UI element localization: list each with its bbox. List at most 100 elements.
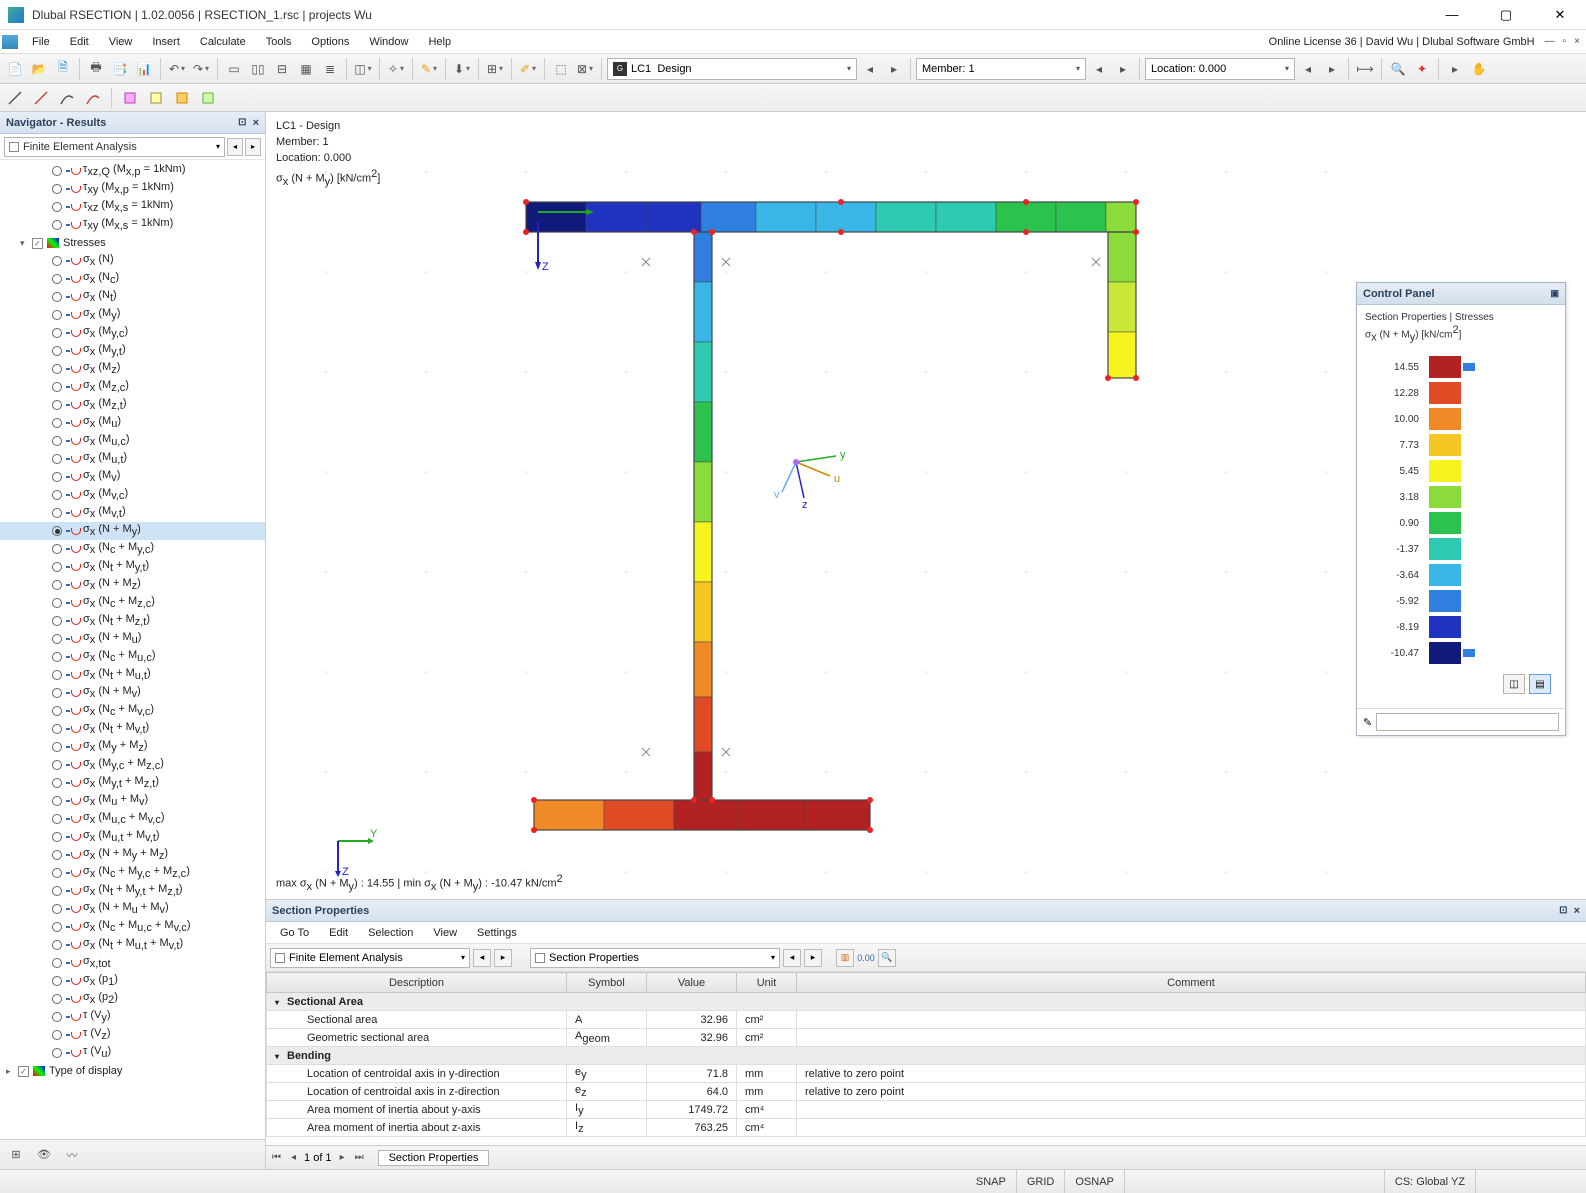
menu-insert[interactable]: Insert bbox=[142, 34, 190, 50]
tree-item[interactable]: σx (N + My + Mz) bbox=[0, 846, 265, 864]
menu-options[interactable]: Options bbox=[301, 34, 359, 50]
cp-btn1[interactable]: ◫ bbox=[1503, 674, 1525, 694]
footer-btn2[interactable]: 👁 bbox=[34, 1145, 54, 1165]
status-osnap[interactable]: OSNAP bbox=[1065, 1170, 1125, 1193]
tree-item[interactable]: σx (My) bbox=[0, 306, 265, 324]
sp-prev2[interactable]: ◂ bbox=[783, 949, 801, 967]
sp-combo1[interactable]: Finite Element Analysis▾ bbox=[270, 948, 470, 968]
rotate-button[interactable]: ✦ bbox=[1411, 58, 1433, 80]
open-button[interactable]: 📂 bbox=[28, 58, 50, 80]
minimize-button[interactable]: — bbox=[1434, 3, 1470, 27]
footer-btn1[interactable]: ⊞ bbox=[6, 1145, 26, 1165]
sp-menu-selection[interactable]: Selection bbox=[358, 925, 423, 941]
view-yz-button[interactable]: ▸ bbox=[1444, 58, 1466, 80]
tree-stresses-head[interactable]: ▾✓Stresses bbox=[0, 234, 265, 252]
single-view-button[interactable]: ▭ bbox=[223, 58, 245, 80]
zoom-button[interactable]: 🔍 bbox=[1387, 58, 1409, 80]
tree-item[interactable]: σx (Mu,t + Mv,t) bbox=[0, 828, 265, 846]
sp-decimals[interactable]: 0.00 bbox=[857, 949, 875, 967]
cp-input[interactable] bbox=[1376, 713, 1559, 731]
tree-item[interactable]: τxz (Mx,s = 1kNm) bbox=[0, 198, 265, 216]
tree-item[interactable]: σx (Nt + Mz,t) bbox=[0, 612, 265, 630]
pg-first[interactable]: ⏮ bbox=[270, 1152, 283, 1163]
member-combo[interactable]: Member: 1▾ bbox=[916, 58, 1086, 80]
menu-calculate[interactable]: Calculate bbox=[190, 34, 256, 50]
print-button[interactable]: 🖶 bbox=[85, 58, 107, 80]
split-h-button[interactable]: ▯▯ bbox=[247, 58, 269, 80]
draw-line[interactable] bbox=[4, 87, 26, 109]
nav-close-icon[interactable]: × bbox=[253, 117, 259, 129]
location-combo[interactable]: Location: 0.000▾ bbox=[1145, 58, 1295, 80]
tree-item[interactable]: σx (Nt + My,t + Mz,t) bbox=[0, 882, 265, 900]
tree-item[interactable]: σx (Nt + Mv,t) bbox=[0, 720, 265, 738]
tree-item[interactable]: τ (Vy) bbox=[0, 1008, 265, 1026]
tree-display-head[interactable]: ▸✓Type of display bbox=[0, 1062, 265, 1080]
status-grid[interactable]: GRID bbox=[1017, 1170, 1066, 1193]
new-button[interactable]: 📄 bbox=[4, 58, 26, 80]
draw-element2[interactable] bbox=[145, 87, 167, 109]
tree-item[interactable]: σx (N + Mu + Mv) bbox=[0, 900, 265, 918]
tree-item[interactable]: σx (Mv,c) bbox=[0, 486, 265, 504]
nav-pin-icon[interactable]: ⊡ bbox=[238, 117, 246, 128]
analysis-combo[interactable]: Finite Element Analysis ▾ bbox=[4, 137, 225, 157]
sp-menu-goto[interactable]: Go To bbox=[270, 925, 319, 941]
doc-close[interactable]: × bbox=[1570, 36, 1584, 47]
tree-item[interactable]: σx (Mz) bbox=[0, 360, 265, 378]
results-button[interactable]: ▦ bbox=[295, 58, 317, 80]
tree-item[interactable]: σx (p2) bbox=[0, 990, 265, 1008]
tool1-button[interactable]: ✧ bbox=[385, 58, 407, 80]
tool7-button[interactable]: ⊠ bbox=[574, 58, 596, 80]
tree-item[interactable]: σx (Mu,c + Mv,c) bbox=[0, 810, 265, 828]
sp-next2[interactable]: ▸ bbox=[804, 949, 822, 967]
tree-item[interactable]: σx (My,t + Mz,t) bbox=[0, 774, 265, 792]
cp-btn2[interactable]: ▤ bbox=[1529, 674, 1551, 694]
tree-item[interactable]: σx (Nc + Mu,c + Mv,c) bbox=[0, 918, 265, 936]
split-v-button[interactable]: ⊟ bbox=[271, 58, 293, 80]
tree-item[interactable]: τxy (Mx,s = 1kNm) bbox=[0, 216, 265, 234]
tree-item[interactable]: σx (Nc + My,c + Mz,c) bbox=[0, 864, 265, 882]
tree-item[interactable]: σx (Nc + Mz,c) bbox=[0, 594, 265, 612]
graphic-button[interactable]: 📊 bbox=[133, 58, 155, 80]
tables-button[interactable]: ≣ bbox=[319, 58, 341, 80]
tree-item[interactable]: σx (Mu,c) bbox=[0, 432, 265, 450]
menu-tools[interactable]: Tools bbox=[256, 34, 302, 50]
doc-minimize[interactable]: — bbox=[1541, 36, 1559, 47]
tree-item[interactable]: σx (p1) bbox=[0, 972, 265, 990]
nav-prev[interactable]: ◂ bbox=[227, 138, 243, 156]
tool4-button[interactable]: ⊞ bbox=[484, 58, 506, 80]
measure-button[interactable]: ⟼ bbox=[1354, 58, 1376, 80]
tree-item[interactable]: σx (Mu + Mv) bbox=[0, 792, 265, 810]
sp-next1[interactable]: ▸ bbox=[494, 949, 512, 967]
tree-item[interactable]: σx (Nc + Mu,c) bbox=[0, 648, 265, 666]
mem-prev[interactable]: ◂ bbox=[1088, 58, 1110, 80]
tree-item[interactable]: σx (Mv) bbox=[0, 468, 265, 486]
undo-button[interactable]: ↶ bbox=[166, 58, 188, 80]
nav-next[interactable]: ▸ bbox=[245, 138, 261, 156]
tree-item[interactable]: σx (Mv,t) bbox=[0, 504, 265, 522]
menu-help[interactable]: Help bbox=[418, 34, 461, 50]
lc-prev[interactable]: ◂ bbox=[859, 58, 881, 80]
material-button[interactable]: ◫ bbox=[352, 58, 374, 80]
tree-item[interactable]: σx (Nt) bbox=[0, 288, 265, 306]
draw-element3[interactable] bbox=[171, 87, 193, 109]
tree-item[interactable]: σx (N + My) bbox=[0, 522, 265, 540]
tree-item[interactable]: τxz,Q (Mx,p = 1kNm) bbox=[0, 162, 265, 180]
sp-menu-edit[interactable]: Edit bbox=[319, 925, 358, 941]
tool6-button[interactable]: ⬚ bbox=[550, 58, 572, 80]
tree-item[interactable]: σx (My,t) bbox=[0, 342, 265, 360]
redo-button[interactable]: ↷ bbox=[190, 58, 212, 80]
tree-item[interactable]: σx (Mz,t) bbox=[0, 396, 265, 414]
tree-item[interactable]: σx,tot bbox=[0, 954, 265, 972]
save-button[interactable]: 🗎 bbox=[52, 58, 74, 80]
draw-line2[interactable] bbox=[30, 87, 52, 109]
menu-window[interactable]: Window bbox=[359, 34, 418, 50]
mem-next[interactable]: ▸ bbox=[1112, 58, 1134, 80]
pg-last[interactable]: ⏭ bbox=[353, 1152, 366, 1163]
tree-item[interactable]: σx (My + Mz) bbox=[0, 738, 265, 756]
lc-next[interactable]: ▸ bbox=[883, 58, 905, 80]
cp-pin-icon[interactable]: ▣ bbox=[1550, 288, 1559, 299]
tool3-button[interactable]: ⬇ bbox=[451, 58, 473, 80]
report-button[interactable]: 📑 bbox=[109, 58, 131, 80]
navigator-tree[interactable]: τxz,Q (Mx,p = 1kNm)τxy (Mx,p = 1kNm)τxz … bbox=[0, 160, 265, 1139]
maximize-button[interactable]: ▢ bbox=[1488, 3, 1524, 27]
